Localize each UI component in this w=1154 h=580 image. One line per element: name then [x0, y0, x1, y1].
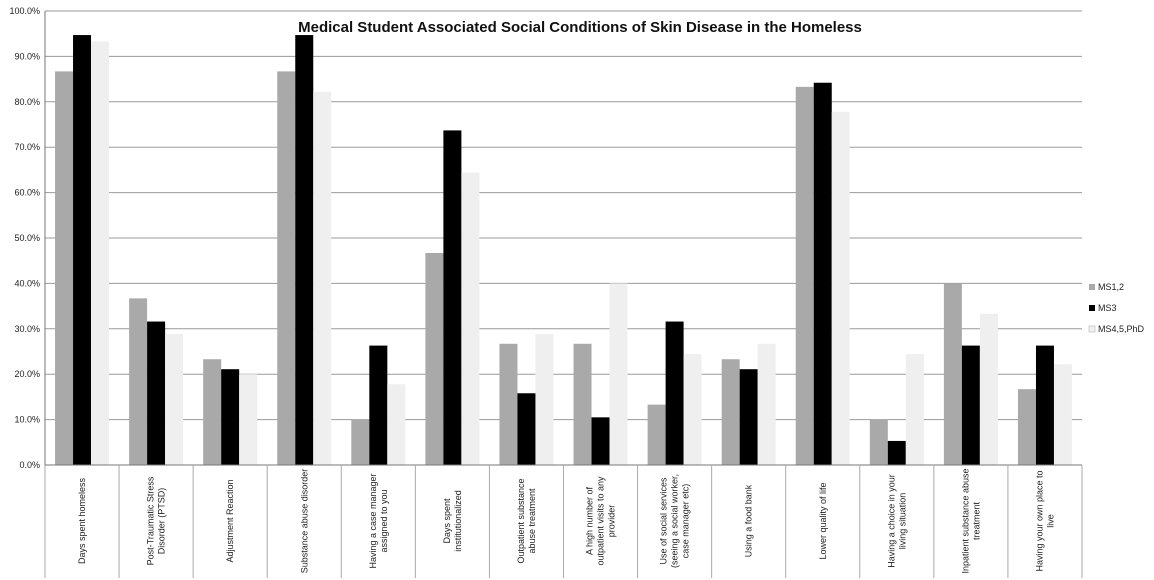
y-tick-label: 70.0% [14, 142, 40, 152]
bar-ms4-5-phd [683, 354, 702, 465]
bar-ms4-5-phd [535, 333, 554, 465]
y-tick-label: 100.0% [9, 6, 40, 16]
y-tick-label: 30.0% [14, 324, 40, 334]
bar-ms3 [147, 321, 166, 465]
legend-swatch [1089, 305, 1095, 311]
bar-ms4-5-phd [461, 172, 480, 465]
legend-label: MS1,2 [1098, 282, 1124, 292]
x-tick-label: Days spentinstitutionalized [442, 490, 463, 552]
bar-ms3 [961, 345, 980, 465]
x-tick-label: Substance abuse disorder [299, 469, 309, 574]
bar-ms1-2 [499, 343, 518, 465]
x-tick-label: Outpatient substanceabuse treatment [516, 478, 537, 563]
bar-ms1-2 [203, 359, 222, 465]
bar-ms1-2 [351, 419, 370, 465]
bars [55, 35, 1072, 466]
legend: MS1,2 MS3 MS4,5,PhD [1088, 282, 1145, 334]
bar-ms1-2 [647, 404, 666, 465]
y-tick-label: 20.0% [14, 369, 40, 379]
bar-ms4-5-phd [313, 91, 332, 465]
legend-label: MS4,5,PhD [1098, 324, 1145, 334]
bar-ms4-5-phd [831, 111, 850, 466]
bar-ms3 [887, 440, 906, 465]
chart-title: Medical Student Associated Social Condit… [298, 19, 862, 36]
bar-ms1-2 [425, 252, 444, 465]
bar-ms3 [591, 417, 610, 465]
x-tick-label: A high number ofoutpatient visits to any… [585, 476, 617, 566]
bar-ms4-5-phd [1053, 364, 1072, 465]
category-labels: Days spent homeless Post-Traumatic Stress… [77, 468, 1055, 573]
grid-lines [45, 10, 1082, 466]
x-tick-label: Use of social services(seeing a social w… [659, 474, 691, 568]
x-tick-label: Having your own place tolive [1034, 470, 1055, 571]
bar-ms4-5-phd [387, 384, 406, 465]
y-tick-label: 10.0% [14, 415, 40, 425]
y-tick-label: 50.0% [14, 233, 40, 243]
bar-ms1-2 [573, 343, 592, 465]
x-tick-label: Days spent homeless [77, 477, 87, 564]
bar-ms4-5-phd [609, 283, 628, 465]
bar-ms3 [443, 130, 462, 466]
x-tick-label: Having a choice in yourliving situation [886, 474, 907, 568]
bar-ms1-2 [795, 86, 814, 466]
bar-ms4-5-phd [905, 354, 924, 465]
bar-ms3 [369, 345, 388, 465]
bar-ms3 [665, 321, 684, 465]
bar-ms4-5-phd [757, 343, 776, 465]
bar-ms1-2 [277, 71, 296, 465]
y-tick-label: 0.0% [19, 460, 40, 470]
x-tick-label: Post-Traumatic StressDisorder (PTSD) [146, 476, 167, 565]
bar-ms3 [221, 369, 240, 465]
y-tick-label: 90.0% [14, 51, 40, 61]
bar-ms1-2 [55, 71, 74, 465]
bar-ms3 [813, 82, 832, 466]
bar-ms4-5-phd [165, 333, 184, 465]
bar-ms3 [517, 393, 536, 465]
y-tick-label: 80.0% [14, 97, 40, 107]
bar-ms3 [1035, 345, 1054, 465]
bar-ms1-2 [721, 359, 740, 465]
x-tick-label: Lower quality of life [818, 482, 828, 559]
y-tick-label: 60.0% [14, 188, 40, 198]
x-tick-label: Having a case managerassigned to you [368, 473, 389, 568]
axes [44, 11, 1083, 578]
bar-ms1-2 [1017, 389, 1036, 465]
y-tick-labels: 0.0% 10.0% 20.0% 30.0% 40.0% 50.0% 60.0% 70.0% 8… [9, 6, 40, 470]
x-tick-label: Using a food bank [744, 484, 754, 557]
y-tick-label: 40.0% [14, 278, 40, 288]
legend-swatch [1089, 284, 1095, 290]
bar-ms4-5-phd [239, 374, 258, 465]
bar-ms1-2 [129, 298, 148, 465]
bar-ms4-5-phd [979, 313, 998, 465]
x-tick-label: Inpatient substance abusetreatment [960, 468, 981, 573]
legend-swatch [1088, 325, 1096, 333]
legend-label: MS3 [1098, 303, 1117, 313]
bar-ms3 [73, 35, 92, 465]
bar-ms1-2 [869, 419, 888, 465]
bar-ms1-2 [943, 283, 962, 465]
bar-ms3 [739, 369, 758, 465]
bar-ms3 [295, 35, 314, 465]
bar-ms4-5-phd [91, 41, 110, 465]
x-tick-label: Adjustment Reaction [225, 479, 235, 562]
